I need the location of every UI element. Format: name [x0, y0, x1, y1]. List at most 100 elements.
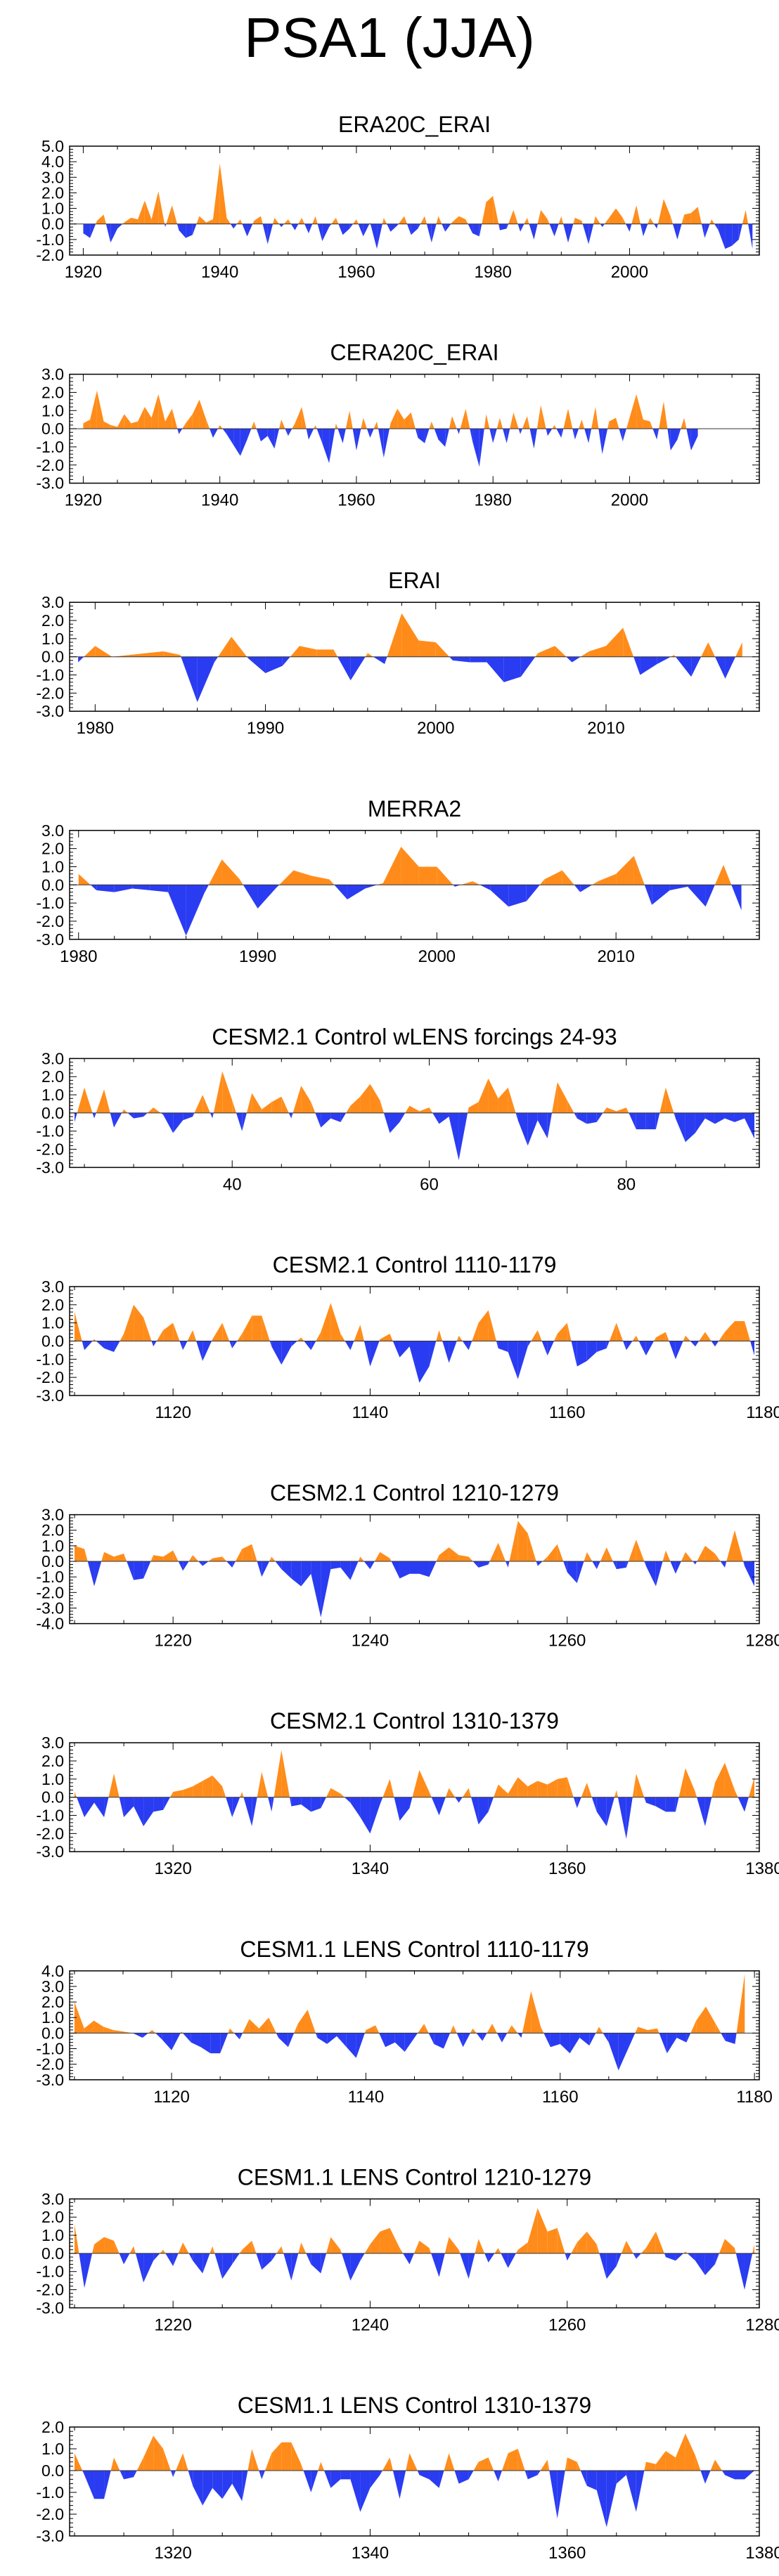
- area-segment: [295, 223, 299, 230]
- area-segment: [186, 414, 193, 429]
- area-segment: [311, 1561, 321, 1618]
- area-segment: [103, 421, 111, 429]
- area-segment: [390, 223, 398, 232]
- area-segment: [704, 1545, 715, 1562]
- area-segment: [374, 1552, 380, 1562]
- area-segment: [435, 642, 450, 657]
- area-segment: [291, 1561, 302, 1587]
- area-segment: [508, 1341, 518, 1379]
- area-segment: [670, 216, 673, 224]
- area-segment: [563, 223, 569, 243]
- area-segment: [484, 414, 487, 429]
- area-segment: [517, 2449, 525, 2471]
- area-segment: [606, 1547, 613, 1562]
- area-segment: [120, 1334, 124, 1341]
- area-segment: [681, 417, 685, 429]
- area-segment: [321, 2253, 327, 2274]
- area-segment: [212, 429, 218, 438]
- area-segment: [165, 223, 167, 228]
- area-segment: [537, 1112, 548, 1139]
- chart-title: CESM2.1 Control 1310-1379: [270, 1708, 559, 1733]
- area-segment: [79, 2253, 85, 2288]
- x-tick-label: 1120: [153, 2088, 190, 2107]
- area-segment: [78, 656, 84, 663]
- chart-panel-10: CESM1.1 LENS Control 1210-1279 3.02.01.00…: [36, 2164, 779, 2334]
- area-segment: [370, 429, 374, 438]
- area-segment: [405, 1105, 410, 1113]
- area-segment: [612, 1561, 617, 1570]
- area-segment: [470, 656, 487, 663]
- area-segment: [688, 885, 706, 907]
- y-tick-label: 1.0: [41, 1086, 64, 1104]
- area-segment: [155, 2033, 162, 2040]
- area-segment: [429, 2248, 432, 2253]
- area-segment: [750, 1341, 754, 1356]
- area-segment: [586, 1552, 593, 1562]
- area-segment: [82, 2471, 85, 2476]
- area-segment: [257, 885, 276, 909]
- area-segment: [617, 1797, 626, 1840]
- area-segment: [232, 1100, 237, 1113]
- area-segment: [301, 1561, 311, 1587]
- area-segment: [340, 2249, 342, 2253]
- area-segment: [748, 1777, 754, 1797]
- area-segment: [158, 191, 165, 224]
- area-segment: [197, 656, 214, 703]
- area-segment: [192, 223, 197, 235]
- area-segment: [724, 1321, 735, 1341]
- area-segment: [490, 885, 509, 907]
- area-segment: [488, 1561, 490, 1565]
- area-segment: [606, 1341, 610, 1348]
- area-segment: [144, 200, 152, 224]
- area-segment: [581, 1783, 587, 1797]
- area-segment: [104, 1797, 109, 1818]
- area-segment: [586, 1112, 597, 1124]
- area-segment: [163, 1797, 170, 1810]
- area-segment: [311, 2253, 321, 2274]
- area-segment: [262, 223, 268, 245]
- area-segment: [606, 627, 624, 657]
- area-segment: [709, 219, 712, 224]
- area-segment: [370, 2471, 380, 2488]
- area-segment: [214, 2253, 223, 2279]
- area-segment: [654, 1337, 656, 1341]
- area-segment: [748, 223, 753, 249]
- area-segment: [420, 216, 425, 224]
- area-segment: [340, 1112, 347, 1122]
- y-tick-label: 0.0: [41, 1552, 64, 1570]
- area-segment: [614, 1790, 617, 1797]
- area-segment: [247, 223, 253, 237]
- area-segment: [179, 223, 186, 238]
- chart-title: CERA20C_ERAI: [330, 340, 498, 365]
- area-segment: [478, 1078, 489, 1113]
- area-segment: [704, 2253, 715, 2275]
- area-segment: [390, 1334, 393, 1341]
- area-segment: [267, 223, 273, 245]
- area-segment: [567, 1561, 577, 1584]
- area-segment: [599, 2253, 607, 2279]
- area-segment: [468, 223, 473, 233]
- area-segment: [670, 1561, 676, 1574]
- y-tick-label: 0.0: [41, 419, 64, 438]
- area-segment: [712, 219, 715, 224]
- chart-panel-1: ERA20C_ERAI 5.04.03.02.01.00.0-1.0-2.0192…: [36, 112, 760, 282]
- area-segment: [443, 2033, 451, 2049]
- area-segment: [335, 217, 339, 224]
- area-segment: [143, 1317, 152, 1341]
- area-segment: [542, 1556, 548, 1562]
- y-tick-label: 0.0: [41, 1104, 64, 1122]
- area-segment: [465, 219, 468, 224]
- area-segment: [417, 2471, 420, 2476]
- area-segment: [350, 1561, 359, 1580]
- area-segment: [276, 2033, 279, 2038]
- area-segment: [271, 1341, 282, 1365]
- area-segment: [460, 2253, 469, 2279]
- x-tick-label: 40: [223, 1175, 242, 1194]
- area-segment: [183, 1786, 193, 1797]
- y-tick-label: -3.0: [36, 1158, 64, 1176]
- area-segment: [638, 1341, 646, 1356]
- area-segment: [219, 424, 223, 429]
- area-segment: [210, 2246, 213, 2253]
- area-segment: [104, 1341, 115, 1352]
- area-segment: [695, 2253, 705, 2275]
